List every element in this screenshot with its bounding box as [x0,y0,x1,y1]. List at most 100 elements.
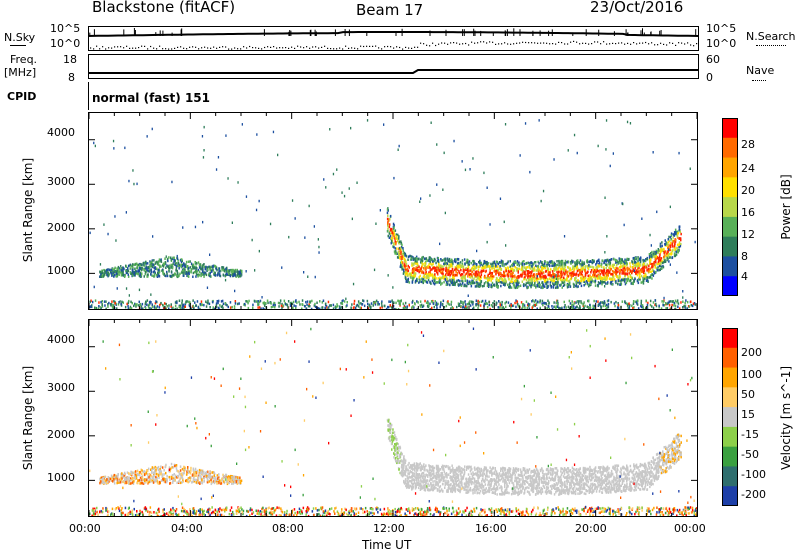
power-cell [103,268,105,272]
power-cell [648,259,651,262]
power-cell [537,268,539,271]
power-cell [517,271,519,274]
power-cell [452,279,455,283]
power-cell [663,259,666,263]
power-cell [571,267,574,270]
power-cell [623,268,625,271]
nsearch-dot [651,42,653,44]
power-cell [456,305,458,309]
power-cell [672,239,675,243]
power-cell [356,181,358,184]
power-cell [232,270,235,273]
nsearch-dot [324,45,326,47]
power-cell [186,300,188,303]
power-cell [627,258,630,261]
power-cell [309,305,311,308]
power-cell [461,259,464,262]
power-cell [523,304,526,307]
power-cell [458,262,460,265]
power-cell [494,265,496,268]
power-cell [404,254,406,257]
power-cell [588,279,590,282]
power-cell [440,264,442,267]
power-cell [178,264,181,267]
power-cell [584,265,586,268]
power-cell [518,264,520,267]
power-cell [511,304,514,308]
power-cell [572,305,575,308]
power-cell [580,300,582,303]
power-cell [566,283,568,287]
power-cell [274,305,276,309]
power-cell [480,276,482,279]
power-cell [313,304,316,307]
power-cell [151,127,153,131]
power-cell [590,278,592,282]
power-cell [178,299,181,302]
power-cell [573,268,576,271]
power-cell [234,289,236,293]
power-cell [101,271,104,275]
power-cell [447,268,450,272]
power-cell [318,251,320,254]
power-cell [219,270,221,273]
power-cell [668,248,670,251]
power-cell [120,302,122,306]
power-cell [395,307,397,311]
power-cell [655,255,658,258]
nsearch-dot [432,42,434,44]
power-cell [477,265,479,269]
power-cell [572,274,574,277]
power-cell [209,272,211,275]
power-cell [308,204,310,208]
nsearch-dot [534,42,536,44]
power-cell [477,282,479,285]
power-cell [288,235,290,239]
power-cell [553,261,556,265]
power-cell [639,272,641,276]
power-cell [657,266,659,269]
power-cell [595,300,597,303]
nsearch-dot [141,45,143,47]
power-cell [637,264,639,267]
power-cell [596,266,598,269]
power-cell [89,231,91,235]
power-cell [405,270,407,273]
power-cell [501,306,503,310]
power-cell [199,302,201,306]
power-cell [624,278,626,281]
power-cell [667,257,669,260]
nsearch-dot [471,41,473,43]
power-cell [567,149,569,152]
power-cell [678,225,681,229]
power-cell [95,306,98,310]
power-cell [394,252,396,255]
power-cell [410,272,413,275]
velocity-cell [107,510,110,513]
power-cell [231,273,233,276]
power-cell [559,307,561,310]
power-cell [124,146,126,150]
power-cell [439,303,442,307]
power-cell [475,270,477,274]
power-cell [518,261,520,264]
power-cell [464,305,467,308]
power-cell [526,270,529,273]
nsearch-dot [309,47,311,49]
power-cell [496,268,499,272]
power-cell [520,301,523,304]
power-cell [646,263,648,266]
nsearch-dot [111,47,113,49]
power-cell [477,268,480,271]
power-cell [403,307,406,310]
power-cell [646,303,649,307]
power-cell [236,302,239,306]
power-cell [129,307,131,310]
power-cell [556,270,558,274]
power-cell [616,306,619,309]
power-cell [629,265,632,268]
power-cell [594,277,597,280]
power-cell [591,261,593,265]
power-cell [662,248,665,252]
power-cell [658,269,660,272]
